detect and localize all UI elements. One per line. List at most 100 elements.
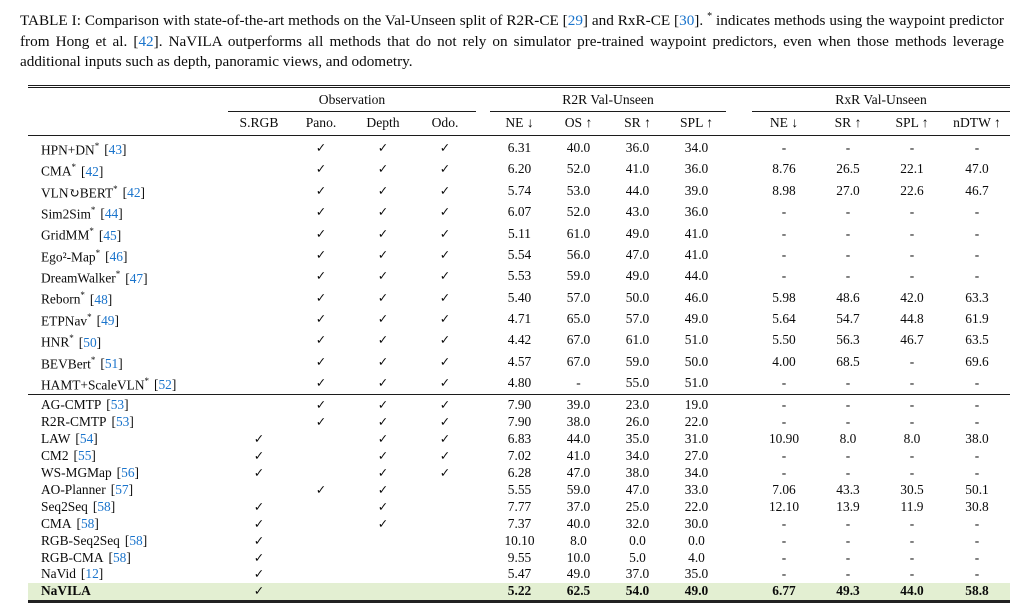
- method-cell: LAW [54]: [28, 431, 228, 448]
- spacer: [726, 373, 752, 395]
- spacer: [476, 373, 490, 395]
- metric-value: 34.0: [684, 464, 709, 480]
- method-cell: WS-MGMap [56]: [28, 465, 228, 482]
- citation-ref[interactable]: [49]: [96, 313, 119, 329]
- citation-ref[interactable]: [53]: [111, 414, 134, 430]
- metric-value: -: [845, 549, 851, 565]
- citation-number[interactable]: 49: [101, 313, 115, 329]
- metric-value: 46.0: [684, 289, 709, 305]
- citation-number[interactable]: 57: [115, 481, 129, 497]
- citation-number[interactable]: 42: [85, 163, 99, 179]
- metric-value: 36.0: [684, 204, 709, 220]
- citation-ref[interactable]: [58]: [92, 498, 116, 514]
- citation-number[interactable]: 42: [127, 185, 141, 201]
- citation-ref[interactable]: [58]: [108, 549, 131, 565]
- obs-empty-cell: [290, 533, 352, 550]
- citation-ref[interactable]: [46]: [105, 249, 128, 265]
- citation-ref[interactable]: [47]: [125, 270, 148, 286]
- citation-ref[interactable]: [54]: [75, 431, 98, 447]
- caption-citation[interactable]: 30: [679, 12, 695, 30]
- citation-ref[interactable]: [50]: [78, 334, 102, 350]
- citation-number[interactable]: 43: [108, 142, 123, 158]
- citation-number[interactable]: 45: [103, 227, 117, 243]
- citation-ref[interactable]: [51]: [100, 356, 123, 372]
- caption-citation[interactable]: 29: [567, 12, 583, 30]
- citation-ref[interactable]: [56]: [116, 464, 139, 480]
- citation-number[interactable]: 53: [110, 397, 125, 413]
- citation-ref[interactable]: [52]: [154, 377, 177, 393]
- citation-ref[interactable]: [48]: [89, 291, 113, 307]
- metric-value: 63.5: [965, 332, 989, 348]
- citation-number[interactable]: 55: [78, 448, 92, 464]
- check-icon: ✓: [253, 515, 265, 531]
- metric-value: 11.9: [900, 498, 924, 514]
- metric-value: 7.37: [507, 515, 532, 531]
- citation-ref[interactable]: [12]: [80, 566, 104, 582]
- method-cell: CM2 [55]: [28, 448, 228, 465]
- metric-value: -: [909, 246, 915, 262]
- caption-citation[interactable]: 42: [138, 32, 154, 50]
- table-group-1: HPN+DN* [43] ✓ ✓ ✓ 6.31 40.0 36.0 34.0- - - - CMA* [4…: [28, 135, 1010, 395]
- citation-ref[interactable]: [42]: [81, 163, 104, 179]
- metric-value: 41.0: [684, 246, 709, 262]
- citation-number[interactable]: 52: [158, 377, 172, 393]
- citation-number[interactable]: 46: [109, 249, 123, 265]
- metric-value: 49.0: [566, 566, 591, 582]
- citation-ref[interactable]: [42]: [122, 185, 145, 201]
- obs-empty-cell: [228, 181, 290, 202]
- obs-empty-cell: [228, 482, 290, 499]
- citation-number[interactable]: 53: [115, 414, 130, 430]
- method-cell: AG-CMTP [53]: [28, 394, 228, 415]
- metric-value: 38.0: [625, 464, 650, 480]
- citation-number[interactable]: 51: [104, 356, 119, 372]
- citation-number[interactable]: 56: [121, 464, 135, 480]
- metric-value: 5.98: [772, 289, 796, 305]
- check-icon: ✓: [315, 246, 327, 262]
- metric-value: 44.0: [625, 182, 650, 198]
- table-row: Seq2Seq [58] ✓ ✓ 7.77 37.0 25.0 22.0 12.10 13.9 11…: [28, 499, 1010, 516]
- metric-value: 38.0: [965, 431, 989, 447]
- method-cell: VLN↻BERT* [42]: [28, 181, 228, 202]
- citation-ref[interactable]: [55]: [73, 448, 96, 464]
- metric-value: 4.71: [507, 311, 532, 327]
- citation-number[interactable]: 44: [104, 206, 119, 222]
- citation-number[interactable]: 58: [97, 498, 111, 514]
- metric-value: 6.07: [507, 204, 532, 220]
- metric-value: 44.0: [566, 431, 591, 447]
- check-icon: ✓: [377, 353, 389, 369]
- citation-ref[interactable]: [45]: [98, 227, 122, 243]
- metric-value: 5.54: [507, 246, 532, 262]
- citation-ref[interactable]: [58]: [76, 515, 99, 531]
- citation-ref[interactable]: [53]: [106, 397, 129, 413]
- citation-number[interactable]: 58: [112, 549, 127, 565]
- citation-number[interactable]: 47: [129, 270, 144, 286]
- metric-value: 47.0: [625, 481, 650, 497]
- check-icon: ✓: [315, 289, 327, 305]
- citation-ref[interactable]: [57]: [110, 481, 134, 497]
- obs-empty-cell: [228, 330, 290, 351]
- metric-value: 4.00: [772, 353, 796, 369]
- citation-number[interactable]: 50: [83, 334, 97, 350]
- metric-value: -: [974, 448, 980, 464]
- citation-number[interactable]: 48: [94, 291, 108, 307]
- metric-value: 8.0: [570, 532, 587, 548]
- citation-number[interactable]: 54: [79, 431, 94, 447]
- citation-number[interactable]: 58: [80, 515, 95, 531]
- citation-ref[interactable]: [43]: [104, 142, 127, 158]
- waypoint-star: *: [69, 333, 74, 344]
- metric-value: 7.90: [490, 394, 550, 415]
- citation-number[interactable]: 58: [129, 532, 143, 548]
- citation-number[interactable]: 12: [85, 566, 99, 582]
- check-icon: ✓: [315, 182, 327, 198]
- metric-value: 55.0: [625, 375, 650, 391]
- method-cell: Reborn* [48]: [28, 287, 228, 308]
- citation-ref[interactable]: [58]: [124, 532, 148, 548]
- check-icon: ✓: [253, 532, 265, 548]
- citation-ref[interactable]: [44]: [100, 206, 123, 222]
- spacer: [476, 330, 490, 351]
- spacer: [476, 266, 490, 287]
- obs-empty-cell: [290, 516, 352, 533]
- col-header-rxr-ne: NE ↓: [752, 111, 817, 136]
- check-icon: ✓: [315, 353, 327, 369]
- method-cell: NaVid [12]: [28, 566, 228, 583]
